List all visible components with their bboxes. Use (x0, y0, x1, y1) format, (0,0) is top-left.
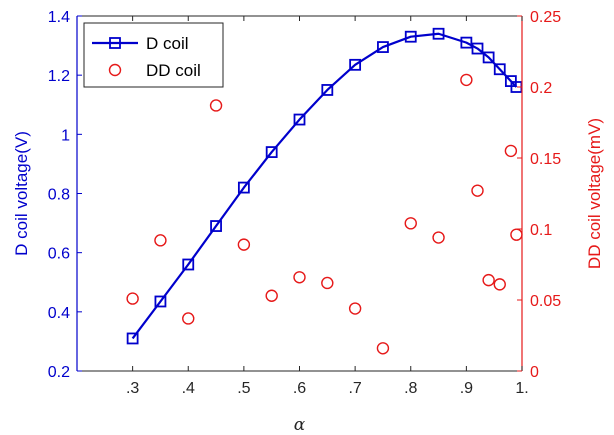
dd-coil-point (154, 234, 167, 247)
dd-coil-point (432, 231, 445, 244)
d-coil-point (460, 36, 473, 49)
d-coil-point (482, 51, 495, 64)
x-tick-label: .6 (293, 380, 306, 397)
dd-coil-point (237, 238, 251, 251)
dd-coil-point (265, 289, 278, 302)
dd-coil-point (209, 99, 223, 112)
x-axis-label: α (294, 415, 306, 435)
d-coil-line (131, 32, 518, 340)
x-tick-label: .4 (182, 380, 195, 397)
dd-coil-point (504, 144, 518, 158)
y-right-tick-label: 0.15 (530, 151, 561, 168)
y-right-tick-label: 0.2 (530, 80, 552, 97)
legend-dd-coil-label: DD coil (146, 61, 201, 80)
y-left-tick-label: 1 (61, 127, 70, 144)
d-coil-point (154, 295, 167, 308)
d-coil-point (377, 41, 389, 53)
y-left-tick-label: 0.4 (48, 305, 70, 322)
x-tick-label: .8 (404, 380, 417, 397)
dd-coil-point (471, 184, 484, 197)
x-tick-label: 1. (515, 380, 528, 397)
y-left-tick-label: 0.6 (48, 246, 70, 263)
legend-box (83, 22, 224, 88)
legend-d-coil-label: D coil (146, 34, 189, 53)
d-coil-point (432, 27, 445, 40)
dd-coil-point (460, 73, 473, 87)
dd-coil-point (482, 273, 495, 287)
d-coil-point (293, 113, 306, 126)
y-left-tick-label: 1.2 (48, 68, 70, 85)
x-tick-label: .7 (348, 380, 361, 397)
legend-dd-coil-marker (108, 63, 122, 77)
dd-coil-point (321, 276, 334, 290)
d-coil-point (321, 84, 334, 96)
y-right-axis-label: DD coil voltage(mV) (585, 118, 604, 269)
y-right-tick-label: 0.25 (530, 9, 561, 26)
dd-coil-point (493, 278, 506, 291)
d-coil-point (126, 332, 139, 345)
d-coil-point (493, 63, 506, 76)
y-left-axis-label: D coil voltage(V) (12, 131, 31, 256)
dd-coil-point (376, 342, 390, 355)
y-left-tick-label: 1.4 (48, 9, 70, 26)
y-left-tick-label: 0.8 (48, 187, 70, 204)
d-coil-point (182, 258, 195, 271)
d-coil-point (471, 42, 484, 55)
x-tick-label: .9 (460, 380, 473, 397)
x-tick-label: .5 (237, 380, 250, 397)
dd-coil-point (293, 271, 306, 284)
dd-coil-point (348, 302, 362, 315)
d-coil-point (210, 220, 222, 232)
d-coil-point (265, 146, 278, 158)
legend-d-coil-marker (109, 37, 121, 49)
y-right-tick-label: 0 (530, 364, 539, 381)
d-coil-point (237, 181, 250, 194)
y-right-tick-label: 0.05 (530, 293, 561, 310)
y-right-tick-label: 0.1 (530, 222, 552, 239)
d-coil-point (404, 30, 417, 43)
x-tick-label: .3 (126, 380, 139, 397)
d-coil-point (349, 58, 362, 71)
y-left-tick-label: 0.2 (48, 364, 70, 381)
dd-coil-point (404, 217, 417, 230)
dd-coil-point (182, 312, 195, 325)
dd-coil-point (126, 292, 139, 305)
